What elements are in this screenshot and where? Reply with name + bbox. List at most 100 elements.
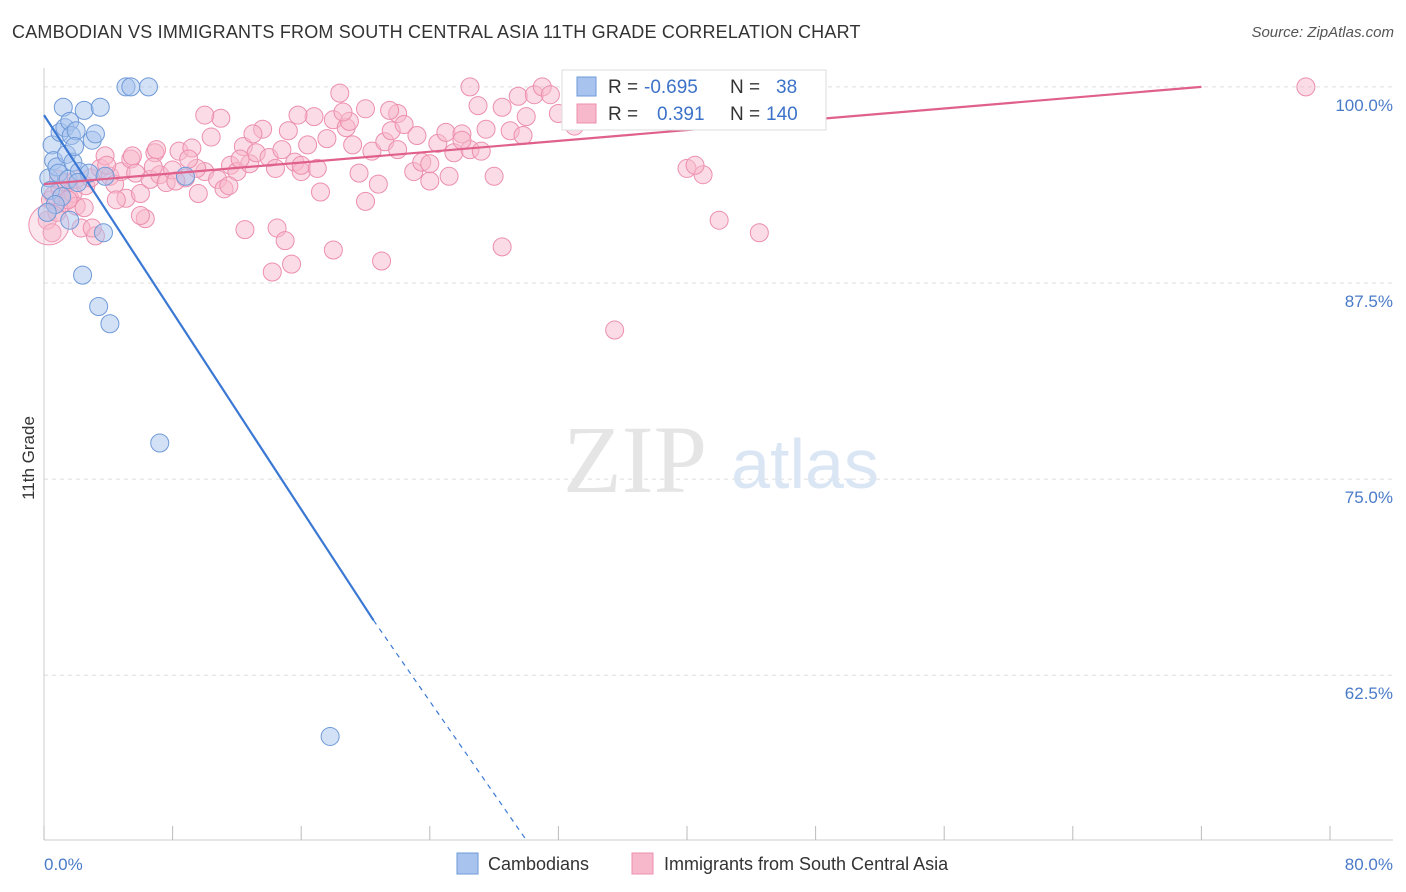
point-cambodians <box>150 433 170 453</box>
point-immigrants <box>288 105 308 125</box>
point-immigrants <box>330 83 350 103</box>
point-immigrants <box>307 158 327 178</box>
point-immigrants <box>74 198 94 218</box>
y-axis-label: 11th Grade <box>19 416 38 500</box>
legend-label-immigrants: Immigrants from South Central Asia <box>664 854 949 874</box>
y-tick-label: 100.0% <box>1335 96 1393 115</box>
point-immigrants <box>298 135 318 155</box>
point-immigrants <box>540 85 560 105</box>
point-cambodians <box>175 166 195 186</box>
trend-line-cambodians-extension <box>373 619 527 841</box>
point-immigrants <box>476 119 496 139</box>
point-immigrants <box>106 190 126 210</box>
legend-swatch-cambodians <box>456 852 479 875</box>
point-immigrants <box>349 163 369 183</box>
point-immigrants <box>179 149 199 169</box>
axes <box>43 68 1393 841</box>
point-cambodians <box>37 202 57 222</box>
point-immigrants <box>513 125 533 145</box>
point-immigrants <box>452 130 472 150</box>
point-immigrants <box>605 320 625 340</box>
point-immigrants <box>275 231 295 251</box>
source-note: Source: ZipAtlas.com <box>1251 24 1394 41</box>
stats-legend: R = -0.695 N = 38 R = 0.391 N = 140 <box>561 69 827 131</box>
stat-n-immigrants: 140 <box>766 104 798 125</box>
point-immigrants <box>492 237 512 257</box>
chart-title: CAMBODIAN VS IMMIGRANTS FROM SOUTH CENTR… <box>12 22 861 42</box>
point-immigrants <box>262 262 282 282</box>
point-immigrants <box>1296 77 1316 97</box>
y-tick-labels: 100.0% 87.5% 75.0% 62.5% <box>1335 96 1393 703</box>
point-immigrants <box>508 86 528 106</box>
legend-label-cambodians: Cambodians <box>488 854 589 874</box>
point-immigrants <box>42 223 62 243</box>
point-immigrants <box>304 107 324 127</box>
point-immigrants <box>420 171 440 191</box>
stat-n-label-immigrants: N = <box>730 104 760 125</box>
point-cambodians <box>60 210 80 230</box>
point-immigrants <box>235 220 255 240</box>
point-immigrants <box>219 176 239 196</box>
trend-lines <box>43 85 1202 841</box>
x-tick-label-max: 80.0% <box>1345 855 1393 874</box>
point-immigrants <box>230 149 250 169</box>
point-immigrants <box>516 107 536 127</box>
y-tick-label: 87.5% <box>1345 292 1393 311</box>
point-cambodians <box>320 726 340 746</box>
gridlines <box>44 86 1393 676</box>
point-immigrants <box>333 102 353 122</box>
stat-r-label-immigrants: R = <box>608 104 638 125</box>
point-immigrants <box>372 251 392 271</box>
point-immigrants <box>439 166 459 186</box>
point-immigrants <box>380 100 400 120</box>
series-cambodians-points <box>37 77 340 746</box>
x-tick-label-min: 0.0% <box>44 855 83 874</box>
watermark-atlas: atlas <box>731 425 879 503</box>
y-tick-label: 75.0% <box>1345 488 1393 507</box>
point-cambodians <box>85 124 105 144</box>
point-immigrants <box>709 210 729 230</box>
point-immigrants <box>282 254 302 274</box>
stats-swatch-immigrants <box>576 103 597 124</box>
point-immigrants <box>471 141 491 161</box>
point-cambodians <box>121 77 141 97</box>
point-immigrants <box>188 184 208 204</box>
watermark-zip: ZIP <box>563 406 707 513</box>
trend-line-cambodians <box>43 114 375 621</box>
point-cambodians <box>73 265 93 285</box>
stats-swatch-cambodians <box>576 76 597 97</box>
point-cambodians <box>89 297 109 317</box>
point-cambodians <box>74 100 94 120</box>
point-immigrants <box>468 96 488 116</box>
point-immigrants <box>265 158 285 178</box>
point-immigrants <box>278 121 298 141</box>
point-immigrants <box>211 108 231 128</box>
x-tick-labels: 0.0% 80.0% <box>44 855 1393 874</box>
point-immigrants <box>368 174 388 194</box>
point-immigrants <box>310 182 330 202</box>
stat-r-cambodians: -0.695 <box>644 77 698 98</box>
point-immigrants <box>272 140 292 160</box>
stat-r-immigrants: 0.391 <box>657 104 705 125</box>
y-tick-label: 62.5% <box>1345 684 1393 703</box>
point-immigrants <box>147 140 167 160</box>
point-cambodians <box>90 97 110 117</box>
point-immigrants <box>484 166 504 186</box>
point-immigrants <box>394 115 414 135</box>
point-immigrants <box>130 184 150 204</box>
point-immigrants <box>407 125 427 145</box>
point-immigrants <box>291 155 311 175</box>
point-immigrants <box>749 223 769 243</box>
point-immigrants <box>420 154 440 174</box>
point-immigrants <box>195 105 215 125</box>
stats-legend-box <box>561 69 827 131</box>
point-cambodians <box>93 223 113 243</box>
point-immigrants <box>143 157 163 177</box>
point-cambodians <box>100 314 120 334</box>
legend-swatch-immigrants <box>631 852 654 875</box>
point-immigrants <box>130 206 150 226</box>
trend-line-immigrants <box>43 85 1202 186</box>
point-immigrants <box>243 124 263 144</box>
point-cambodians <box>95 166 115 186</box>
